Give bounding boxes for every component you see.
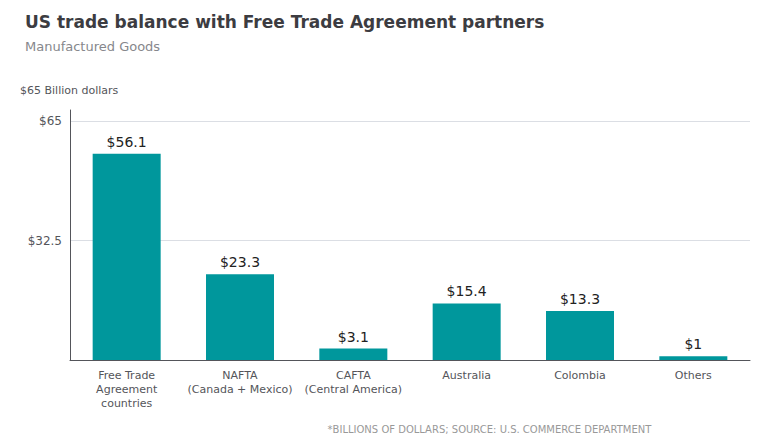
svg-text:US trade balance with Free Tra: US trade balance with Free Trade Agreeme… (25, 12, 544, 32)
svg-text:$65: $65 (39, 114, 62, 128)
svg-text:$56.1: $56.1 (107, 134, 147, 150)
svg-text:(Canada + Mexico): (Canada + Mexico) (187, 383, 292, 396)
svg-text:$13.3: $13.3 (560, 291, 600, 307)
svg-text:$23.3: $23.3 (220, 254, 260, 270)
svg-text:$15.4: $15.4 (447, 283, 487, 299)
svg-text:Agreement: Agreement (96, 383, 158, 396)
svg-text:$65 Billion dollars: $65 Billion dollars (20, 84, 119, 97)
svg-text:NAFTA: NAFTA (222, 369, 258, 382)
svg-text:Australia: Australia (442, 369, 491, 382)
svg-text:Manufactured Goods: Manufactured Goods (25, 39, 160, 54)
svg-text:$32.5: $32.5 (28, 234, 62, 248)
svg-text:CAFTA: CAFTA (336, 369, 371, 382)
svg-text:Free Trade: Free Trade (98, 369, 155, 382)
svg-text:countries: countries (101, 397, 152, 410)
svg-text:Colombia: Colombia (554, 369, 606, 382)
svg-text:$1: $1 (684, 336, 702, 352)
svg-text:*BILLIONS OF DOLLARS; SOURCE:: *BILLIONS OF DOLLARS; SOURCE: U.S. COMME… (328, 424, 653, 435)
svg-text:$3.1: $3.1 (338, 329, 369, 345)
svg-text:(Central America): (Central America) (305, 383, 403, 396)
svg-text:Others: Others (675, 369, 712, 382)
